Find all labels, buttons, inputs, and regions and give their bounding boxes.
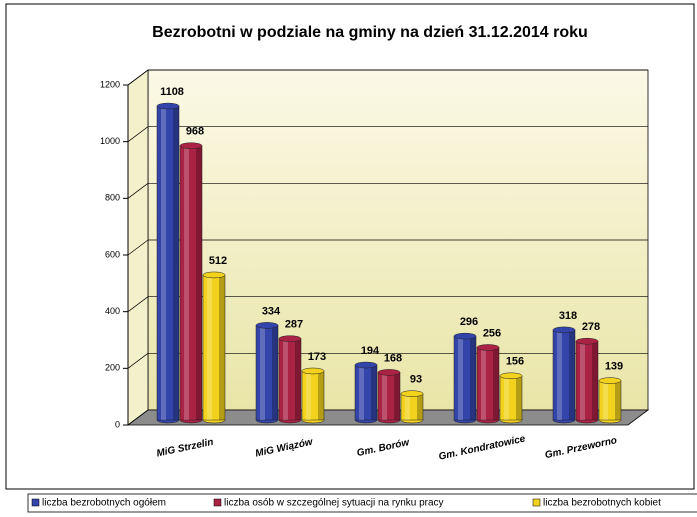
bar-top xyxy=(453,332,477,340)
grid-line xyxy=(127,69,149,86)
data-label: 334 xyxy=(262,305,281,317)
bar-shine xyxy=(382,372,387,420)
bar-shade xyxy=(272,325,278,420)
bar-shine xyxy=(580,341,585,420)
data-label: 296 xyxy=(460,316,478,328)
grid-line xyxy=(127,126,149,142)
data-label: 168 xyxy=(384,352,402,364)
data-label: 968 xyxy=(186,126,204,138)
y-tick-label: 0 xyxy=(115,419,120,429)
bar-top xyxy=(377,369,401,376)
data-label: 194 xyxy=(361,345,380,357)
data-label: 278 xyxy=(582,321,600,333)
data-label: 139 xyxy=(605,361,623,373)
bar-shine xyxy=(260,325,265,420)
bar xyxy=(575,337,599,424)
bar-shine xyxy=(458,336,463,420)
data-label: 318 xyxy=(559,310,577,322)
data-label: 512 xyxy=(209,255,227,267)
bar-shade xyxy=(196,145,202,420)
bar xyxy=(354,361,378,424)
legend-swatch xyxy=(31,498,40,507)
legend xyxy=(27,493,697,513)
chart-title: Bezrobotni w podziale na gminy na dzień … xyxy=(152,24,588,41)
bar-top xyxy=(476,344,500,351)
bar xyxy=(453,332,477,424)
bar-top xyxy=(301,367,325,375)
bar-top xyxy=(575,337,599,345)
bar-top xyxy=(598,377,622,384)
bar-top xyxy=(278,335,302,342)
bar-shade xyxy=(394,372,400,420)
bar xyxy=(301,367,325,424)
y-tick-label: 1000 xyxy=(100,136,120,146)
bar-shine xyxy=(481,347,486,420)
bar xyxy=(179,142,203,424)
grid-line xyxy=(127,296,149,312)
bar-shade xyxy=(295,338,301,420)
bar-shine xyxy=(161,106,166,421)
grid-line xyxy=(127,353,149,369)
bar xyxy=(202,271,226,424)
bar xyxy=(598,377,622,424)
y-tick-label: 200 xyxy=(105,363,120,373)
data-label: 156 xyxy=(506,356,524,368)
bar-shade xyxy=(318,370,324,420)
y-tick-label: 1200 xyxy=(100,79,120,89)
legend-swatch xyxy=(213,498,222,507)
bar-shade xyxy=(219,274,225,420)
bar xyxy=(255,322,279,424)
y-tick-label: 800 xyxy=(105,193,120,203)
bar-shine xyxy=(504,375,509,420)
data-label: 173 xyxy=(308,351,326,363)
bar-shine xyxy=(207,274,212,420)
data-label: 93 xyxy=(410,374,422,386)
bar-shine xyxy=(405,393,410,420)
bar-shine xyxy=(306,370,311,420)
bar xyxy=(156,102,180,424)
bar-top xyxy=(552,326,576,334)
bar-shade xyxy=(173,106,179,421)
bar-top xyxy=(499,372,523,380)
legend-label: liczba osób w szczególnej sytuacji na ry… xyxy=(224,498,444,509)
legend-swatch xyxy=(532,498,541,507)
bar xyxy=(552,326,576,424)
bar xyxy=(278,335,302,424)
bar xyxy=(499,372,523,424)
y-tick-label: 400 xyxy=(105,306,120,316)
bar-top xyxy=(202,271,226,279)
bar-top xyxy=(354,361,378,369)
bar-shade xyxy=(592,341,598,420)
bar-shade xyxy=(493,347,499,420)
bar-shine xyxy=(283,338,288,420)
bar-top xyxy=(255,322,279,329)
bar-shade xyxy=(569,329,575,420)
bar-shade xyxy=(470,336,476,420)
bar-shine xyxy=(184,145,189,420)
bar-shine xyxy=(603,380,608,420)
grid-line xyxy=(127,183,149,199)
bar-shine xyxy=(557,329,562,420)
bar-shade xyxy=(615,380,621,420)
legend-label: liczba bezrobotnych kobiet xyxy=(543,498,661,509)
bar xyxy=(400,390,424,424)
data-label: 1108 xyxy=(160,86,184,98)
data-label: 256 xyxy=(483,327,501,339)
bar-top xyxy=(156,102,180,110)
bar-top xyxy=(400,390,424,397)
grid-line xyxy=(127,239,149,256)
legend-label: liczba bezrobotnych ogółem xyxy=(42,498,166,509)
y-tick-label: 600 xyxy=(105,249,120,259)
bar xyxy=(476,344,500,424)
bar-top xyxy=(179,142,203,149)
bar-shade xyxy=(371,365,377,420)
bar-shade xyxy=(516,375,522,420)
data-label: 287 xyxy=(285,319,303,331)
bar-shine xyxy=(359,365,364,420)
bar xyxy=(377,369,401,424)
bar-shade xyxy=(417,393,423,420)
